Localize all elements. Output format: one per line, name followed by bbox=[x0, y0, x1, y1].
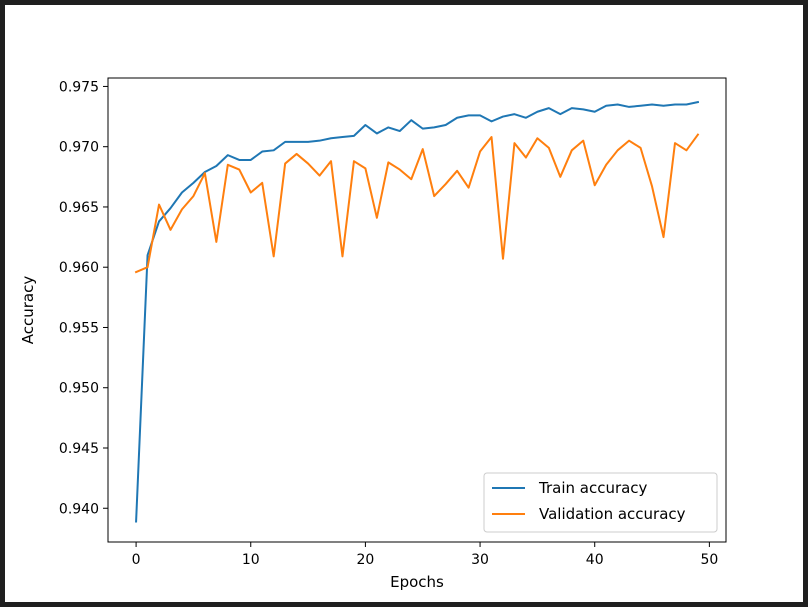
series-line-validation bbox=[134, 133, 700, 274]
x-tick-label: 40 bbox=[586, 552, 604, 568]
series-line-train bbox=[135, 100, 700, 523]
chart-figure: 0 10 20 30 40 50 0.940 0.945 0.950 0.955 0.960 0.9… bbox=[5, 5, 803, 602]
x-tick-label: 20 bbox=[356, 552, 374, 568]
series-layer bbox=[134, 100, 700, 523]
y-tick-label: 0.950 bbox=[59, 381, 99, 397]
y-tick-label: 0.960 bbox=[59, 260, 99, 276]
plot-frame bbox=[107, 77, 727, 543]
y-axis-label: Accuracy bbox=[19, 276, 37, 345]
y-tick-label: 0.970 bbox=[59, 140, 99, 156]
y-tick-label: 0.975 bbox=[59, 79, 99, 95]
y-tick-label: 0.965 bbox=[59, 200, 99, 216]
x-axis-label: Epochs bbox=[390, 573, 444, 591]
legend-label-train: Train accuracy bbox=[538, 479, 648, 497]
x-tick-label: 30 bbox=[471, 552, 489, 568]
y-tick-label: 0.945 bbox=[59, 441, 99, 457]
y-tick-label: 0.940 bbox=[59, 501, 99, 517]
y-tick-label: 0.955 bbox=[59, 320, 99, 336]
accuracy-line-chart: 0 10 20 30 40 50 0.9400.9450.9500.9550.9600.9… bbox=[19, 77, 727, 591]
x-tick-label: 10 bbox=[242, 552, 260, 568]
legend: Train accuracy Validation accuracy bbox=[483, 472, 718, 533]
x-tick-label: 50 bbox=[700, 552, 718, 568]
x-tick-label: 0 bbox=[132, 552, 141, 568]
y-axis: 0.940 0.945 0.950 0.955 0.960 0.965 0.970 0.975 bbox=[59, 79, 108, 517]
legend-box bbox=[483, 472, 718, 533]
legend-label-validation: Validation accuracy bbox=[539, 505, 686, 523]
x-axis: 0 10 20 30 40 50 bbox=[132, 542, 718, 568]
